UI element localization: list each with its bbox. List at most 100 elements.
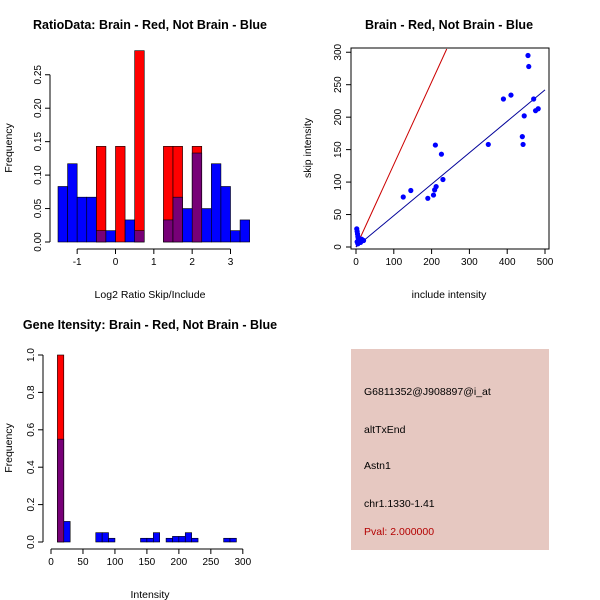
intensity-axes: 0 50 100 150 200 250 300 0.0 0.2 0.4 0.6 0.8 1.0 [26,348,252,568]
not-brain-bar [191,537,199,543]
y-tick-label: 0.2 [26,497,37,511]
info-panel: G6811352@J908897@i_at altTxEnd Astn1 chr… [351,349,549,550]
event-type: altTxEnd [364,424,406,436]
data-point [440,176,446,183]
data-point [535,106,541,112]
brain-bar [134,50,145,243]
x-tick-label: 100 [107,557,124,568]
x-tick-label: 250 [202,557,219,568]
data-point [360,237,367,244]
x-tick-label: 100 [385,257,402,268]
data-point [400,194,406,200]
scatter-title: Brain - Red, Not Brain - Blue [365,18,533,32]
data-point [433,184,439,190]
not-brain-bar [178,536,186,543]
not-brain-bar [108,537,116,543]
x-tick-label: 1 [151,257,157,268]
data-point [521,113,527,119]
y-tick-label: 0.05 [33,198,44,218]
ratio-title: RatioData: Brain - Red, Not Brain - Blue [33,18,267,32]
scatter-frame [350,47,550,250]
intensity-bars [57,354,237,543]
not-brain-bar [211,163,222,243]
overlap-bar [57,438,65,543]
not-brain-bar [67,163,78,243]
not-brain-bar [63,521,71,543]
pval-text: Pval: 2.000000 [364,526,435,538]
ratio-xlabel: Log2 Ratio Skip/Include [95,289,206,301]
overlap-bar [172,196,183,243]
scatter-ylabel: skip intensity [302,117,314,178]
scatter-points [354,52,541,247]
y-tick-label: 0.20 [33,98,44,118]
data-point [525,52,531,59]
fit-line [355,89,546,248]
y-tick-label: 50 [333,209,344,221]
y-tick-label: 0.10 [33,165,44,185]
not-brain-bar [105,230,116,243]
y-tick-label: 250 [333,76,344,93]
x-tick-label: 400 [499,257,516,268]
intensity-xlabel: Intensity [130,589,170,600]
scatter-axes: 0 100 200 300 400 500 0 50 100 150 200 250 300 [333,43,554,268]
not-brain-bar [124,219,135,243]
x-tick-label: 150 [139,557,156,568]
y-tick-label: 0.0 [26,535,37,549]
data-point [526,63,532,70]
y-tick-label: 0.4 [26,460,37,474]
y-tick-label: 300 [333,43,344,60]
not-brain-bar [220,186,231,243]
data-point [425,195,431,201]
data-point [500,96,507,102]
not-brain-bar [230,230,241,243]
x-tick-label: 200 [171,557,188,568]
y-tick-label: 1.0 [26,348,37,362]
overlap-bar [134,230,145,243]
data-point [485,141,491,148]
y-tick-label: 0 [333,244,344,250]
not-brain-bar [146,537,154,543]
y-tick-label: 0.6 [26,422,37,436]
data-point [519,134,525,140]
x-tick-label: 0 [113,257,119,268]
fit-line [355,48,448,248]
data-point [432,142,438,148]
intensity-title: Gene Itensity: Brain - Red, Not Brain - … [23,318,277,332]
x-tick-label: 50 [77,557,89,568]
data-point [531,96,537,102]
ratio-axes: -1 0 1 2 3 0.00 0.05 0.10 0.15 0.20 0.25 [33,65,234,268]
gene-name: Astn1 [364,460,391,472]
y-tick-label: 0.8 [26,385,37,399]
gene-location: chr1.1330-1.41 [364,498,435,510]
not-brain-bar [172,536,180,543]
intensity-ylabel: Frequency [3,422,15,472]
x-tick-label: 300 [461,257,478,268]
scatter-fit-lines [355,48,546,248]
x-tick-label: 2 [189,257,195,268]
ratio-ylabel: Frequency [3,122,15,172]
not-brain-bar [184,532,192,543]
x-tick-label: 500 [537,257,554,268]
y-tick-label: 0.25 [33,65,44,85]
x-tick-label: 0 [48,557,54,568]
intensity-histogram: Gene Itensity: Brain - Red, Not Brain - … [3,318,277,600]
scatter-xlabel: include intensity [412,289,487,301]
data-point [430,192,437,198]
not-brain-bar [152,532,160,543]
not-brain-bar [229,537,237,543]
y-tick-label: 100 [333,173,344,190]
ratio-histogram: RatioData: Brain - Red, Not Brain - Blue… [3,18,267,301]
brain-bar [96,146,107,243]
overlap-bar [96,230,107,243]
overlap-bar [163,219,174,243]
y-tick-label: 150 [333,141,344,158]
not-brain-bar [165,537,173,543]
data-point [438,151,445,157]
x-tick-label: -1 [73,257,82,268]
not-brain-bar [140,537,148,543]
not-brain-bar [239,219,250,243]
not-brain-bar [76,196,88,243]
y-tick-label: 0.00 [33,232,44,252]
data-point [354,239,360,245]
